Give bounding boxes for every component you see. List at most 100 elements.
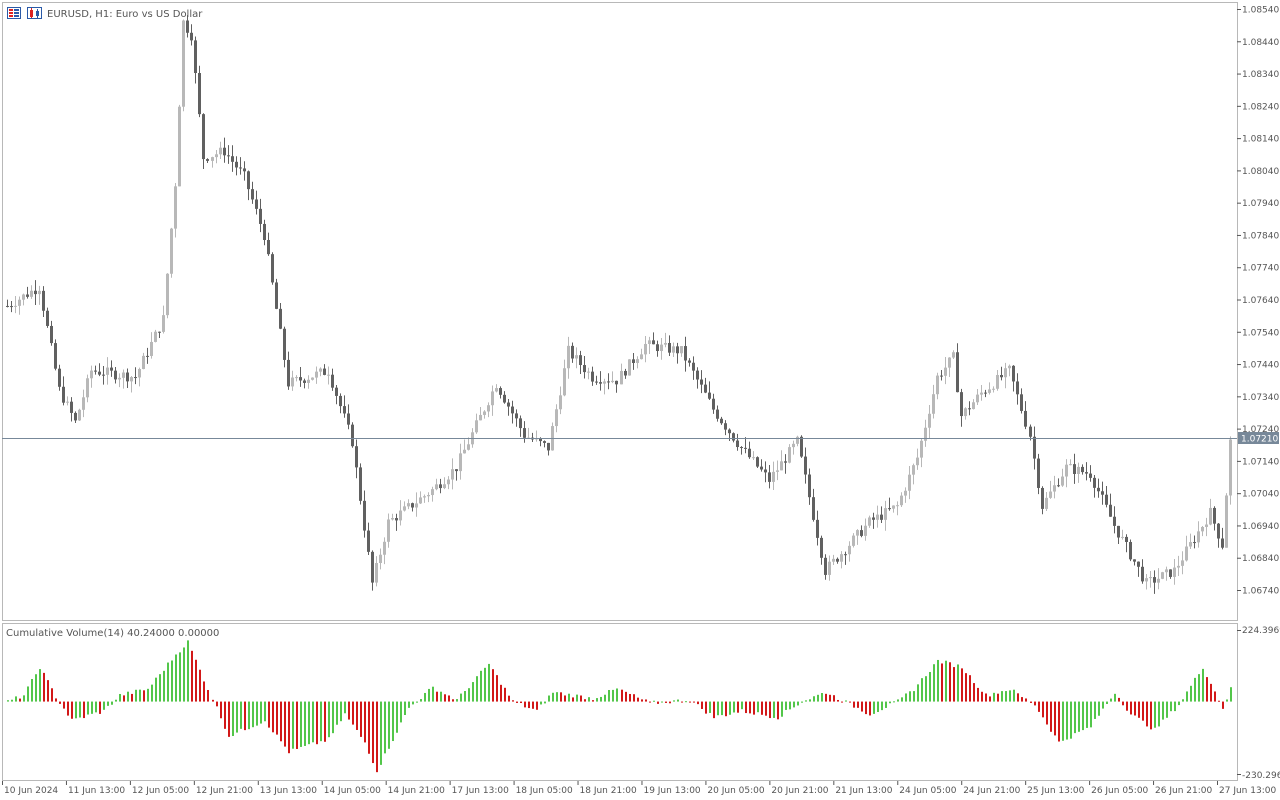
price-tick-label: 1.07640 (1242, 296, 1279, 306)
volume-bar (440, 691, 442, 702)
volume-bar (841, 701, 843, 703)
candle (1169, 569, 1172, 579)
volume-bar (256, 701, 258, 726)
volume-bar (1154, 701, 1156, 728)
candle (190, 24, 193, 46)
candle (1037, 453, 1040, 495)
volume-bar (31, 679, 33, 702)
candle (102, 365, 105, 385)
candle (852, 533, 855, 548)
candle (1129, 539, 1132, 562)
candle (820, 535, 823, 565)
volume-bar (929, 671, 931, 702)
candle (383, 537, 386, 565)
volume-bar (75, 701, 77, 719)
candle (664, 332, 667, 348)
volume-bar (436, 691, 438, 702)
volume-bar (693, 701, 695, 703)
volume-bar (901, 697, 903, 702)
volume-bar (661, 701, 663, 703)
candle (82, 389, 85, 418)
candle (194, 36, 197, 84)
volume-bar (588, 697, 590, 702)
volume-bar (897, 699, 899, 702)
volume-bar (1066, 701, 1068, 740)
indicator-min-label: -230.2969 (1242, 771, 1280, 781)
time-tick-label: 26 Jun 21:00 (1155, 786, 1212, 796)
candle (463, 439, 466, 454)
volume-bar (83, 701, 85, 719)
volume-bar (183, 647, 185, 702)
candle (62, 376, 65, 406)
volume-bar (1078, 701, 1080, 732)
candle (1016, 373, 1019, 405)
volume-bar (881, 701, 883, 711)
candle (599, 371, 602, 391)
candle (443, 477, 446, 490)
candle (459, 443, 462, 480)
candle (491, 385, 494, 416)
candle (740, 446, 743, 455)
volume-bar (921, 678, 923, 702)
candle (1177, 555, 1180, 577)
candle (467, 437, 470, 451)
candle (295, 375, 298, 382)
volume-bar (119, 693, 121, 702)
candle (708, 381, 711, 401)
volume-bar (1142, 701, 1144, 721)
candle (996, 369, 999, 391)
volume-bar (151, 684, 153, 702)
candle (255, 190, 258, 215)
volume-bar (1210, 683, 1212, 702)
candle (1229, 436, 1232, 505)
volume-bar (35, 674, 37, 702)
list-icon[interactable] (7, 7, 21, 19)
price-tick-label: 1.07540 (1242, 328, 1279, 338)
volume-bar (480, 670, 482, 702)
volume-bar (1202, 668, 1204, 702)
candle (1024, 401, 1027, 430)
chart-type-icon[interactable] (27, 7, 42, 19)
candle (776, 460, 779, 481)
indicator-panel[interactable] (2, 623, 1238, 781)
volume-bar (7, 700, 9, 702)
candle (760, 459, 763, 472)
candle (800, 435, 803, 458)
candle (1149, 571, 1152, 588)
volume-bar (63, 701, 65, 709)
candle (812, 488, 815, 522)
candle (752, 451, 755, 460)
volume-bar (937, 659, 939, 702)
candle (487, 402, 490, 418)
candle (744, 437, 747, 454)
time-tick-label: 14 Jun 05:00 (324, 786, 381, 796)
volume-bar (1042, 701, 1044, 718)
price-panel[interactable] (2, 2, 1238, 621)
volume-bar (825, 693, 827, 702)
candle (1065, 459, 1068, 488)
volume-bar (817, 694, 819, 702)
volume-bar (79, 701, 81, 718)
candle (551, 422, 554, 451)
volume-bar (368, 701, 370, 754)
volume-bar (1082, 701, 1084, 731)
volume-bar (1062, 701, 1064, 741)
candle (291, 370, 294, 391)
volume-bar (524, 701, 526, 708)
volume-bar (893, 701, 895, 703)
volume-bar (925, 676, 927, 702)
candle (559, 386, 562, 415)
price-tick-label: 1.08540 (1242, 6, 1279, 16)
volume-bar (729, 701, 731, 715)
candle (808, 468, 811, 505)
candle (1029, 424, 1032, 441)
volume-bar (163, 670, 165, 702)
candle (788, 444, 791, 464)
candle (1133, 559, 1136, 566)
candle (499, 386, 502, 399)
volume-bar (1114, 693, 1116, 702)
candle (427, 492, 430, 503)
candle (211, 156, 214, 168)
volume-bar (909, 691, 911, 702)
